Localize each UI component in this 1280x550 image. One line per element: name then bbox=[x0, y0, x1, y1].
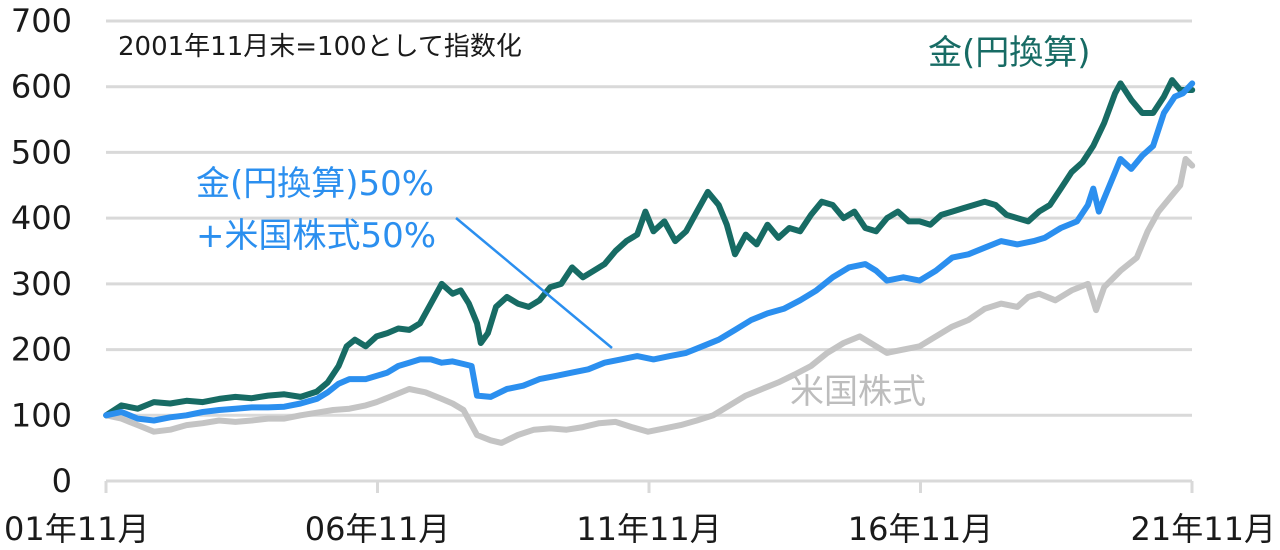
y-tick-label: 700 bbox=[11, 2, 72, 40]
gridlines bbox=[106, 19, 1192, 417]
y-tick-label: 600 bbox=[11, 68, 72, 106]
y-tick-label: 500 bbox=[11, 133, 72, 171]
y-tick-label: 200 bbox=[11, 331, 72, 369]
y-tick-label: 400 bbox=[11, 199, 72, 237]
series-gold-us-mix bbox=[103, 80, 1196, 424]
series-label-gold: 金(円換算) bbox=[928, 33, 1091, 73]
series-label-us-stocks: 米国株式 bbox=[790, 372, 926, 412]
x-tick-label: 06年11月 bbox=[305, 510, 450, 548]
series-us-stocks bbox=[103, 156, 1196, 446]
x-tick-label: 01年11月 bbox=[4, 510, 149, 548]
x-axis: 01年11月 06年11月 11年11月 16年11月 21年11月 bbox=[4, 479, 1276, 548]
x-tick-label: 16年11月 bbox=[848, 510, 993, 548]
series-label-mix-line2: +米国株式50% bbox=[196, 216, 436, 256]
mix-label-leader-line bbox=[455, 217, 613, 349]
index-note: 2001年11月末=100として指数化 bbox=[118, 32, 522, 62]
y-tick-label: 300 bbox=[11, 265, 72, 303]
y-axis-ticks: 0 100 200 300 400 500 600 700 bbox=[11, 2, 72, 500]
x-tick-label: 21年11月 bbox=[1131, 510, 1276, 548]
series-lines bbox=[103, 77, 1196, 446]
x-tick-label: 11年11月 bbox=[576, 510, 721, 548]
y-tick-label: 0 bbox=[52, 462, 72, 500]
series-gold-yen bbox=[103, 77, 1196, 419]
y-tick-label: 100 bbox=[11, 396, 72, 434]
series-label-mix-line1: 金(円換算)50% bbox=[196, 164, 434, 204]
